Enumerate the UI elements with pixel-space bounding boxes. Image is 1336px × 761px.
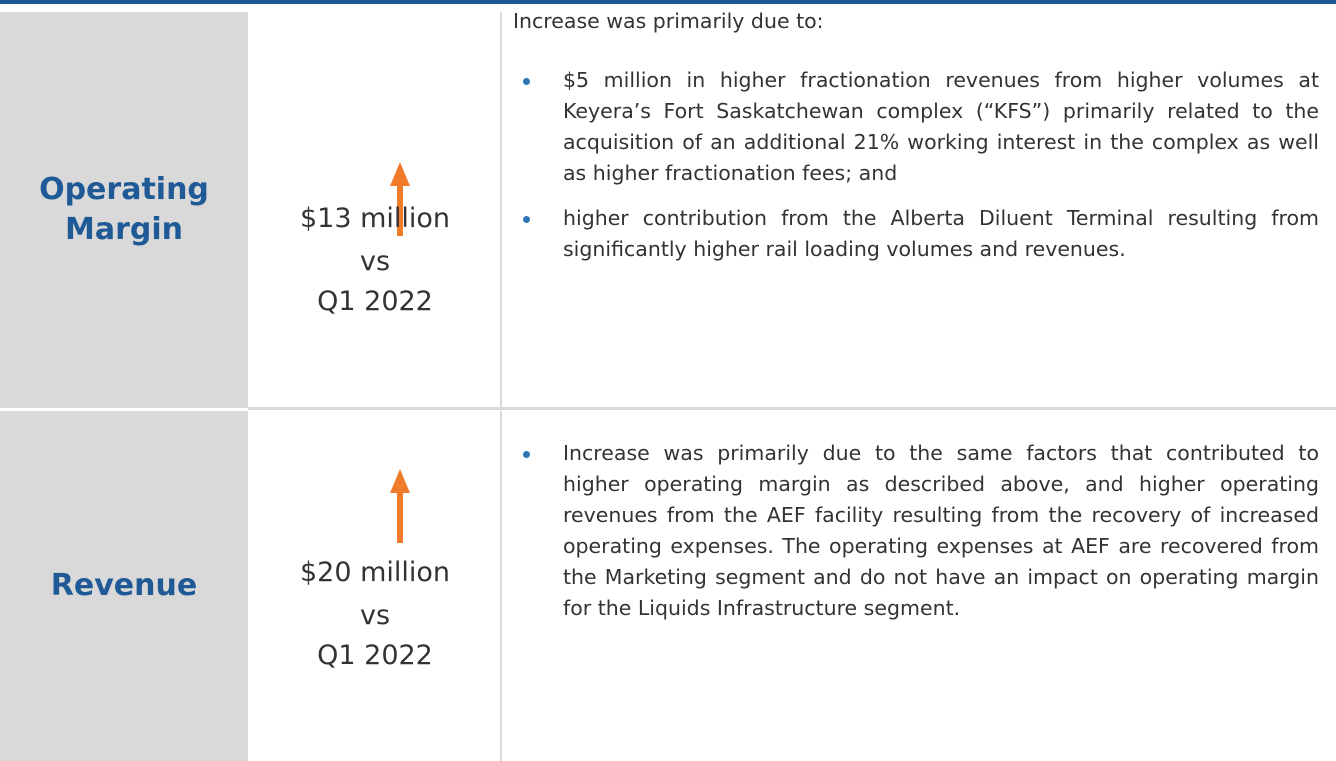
- bullet: $5 million in higher fractionation reven…: [513, 65, 1319, 189]
- description: Increase was primarily due to the same f…: [513, 438, 1319, 638]
- divider: [500, 411, 502, 761]
- row-label: Revenue: [0, 411, 248, 761]
- comparison: vs: [359, 246, 391, 277]
- row-label: Operating Margin: [0, 12, 248, 408]
- change-value: $20 million: [299, 557, 451, 588]
- change-cell: $13 million vs Q1 2022: [250, 12, 500, 408]
- period: Q1 2022: [317, 286, 433, 317]
- divider: [500, 12, 502, 408]
- bullet-list: $5 million in higher fractionation reven…: [513, 65, 1319, 265]
- bullet-list: Increase was primarily due to the same f…: [513, 438, 1319, 624]
- table-row: Operating Margin $13 million vs Q1 2022 …: [0, 9, 1336, 408]
- intro: Increase was primarily due to:: [513, 9, 824, 33]
- up-arrow: [390, 162, 410, 236]
- bullet: higher contribution from the Alberta Dil…: [513, 203, 1319, 265]
- label-text: Revenue: [50, 568, 198, 603]
- table-row: Revenue $20 million vs Q1 2022 Increase …: [0, 411, 1336, 761]
- comparison: vs: [359, 600, 391, 631]
- period: Q1 2022: [317, 640, 433, 671]
- bullet: Increase was primarily due to the same f…: [513, 438, 1319, 624]
- change-value: $13 million: [299, 203, 451, 234]
- change-cell: $20 million vs Q1 2022: [250, 411, 500, 761]
- top-bar: [0, 0, 1336, 4]
- row-divider: [248, 407, 1336, 410]
- up-arrow: [390, 469, 410, 543]
- label-text: Operating Margin: [39, 172, 209, 247]
- description: Increase was primarily due to: $5 millio…: [513, 6, 1319, 279]
